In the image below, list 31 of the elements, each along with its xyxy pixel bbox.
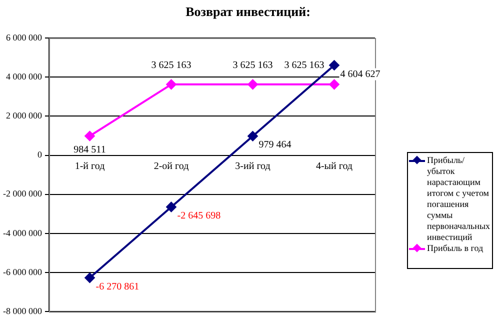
y-tick-label: 4 000 000	[6, 71, 42, 82]
point	[248, 131, 258, 142]
x-tick-label: 1-й год	[74, 160, 105, 172]
data-label: 3 625 163	[284, 60, 324, 72]
point	[248, 79, 258, 90]
legend-label: Прибыль в год	[427, 243, 484, 254]
x-tick-label: 2-ой год	[154, 160, 189, 172]
point	[166, 202, 176, 212]
legend-label: Прибыль/убыток нарастающим итогом с учетом погашения суммы первоначальных инвестиций	[427, 155, 491, 243]
data-label: 3 625 163	[232, 60, 273, 72]
y-tick-label: -2 000 000	[2, 188, 42, 199]
x-tick-label: 3-ий год	[235, 160, 270, 172]
data-label: 3 625 163	[151, 60, 192, 72]
y-tick-label: -4 000 000	[2, 228, 42, 238]
data-label: -2 645 698	[177, 210, 221, 222]
data-label: -6 270 861	[96, 281, 140, 292]
point	[329, 79, 340, 90]
x-tick-label: 4-ый год	[316, 160, 353, 172]
chart-title: Возврат инвестиций:	[184, 4, 312, 20]
y-tick-label: 2 000 000	[6, 110, 42, 121]
y-tick-label: 0	[37, 150, 42, 160]
point	[329, 60, 340, 70]
y-tick-label: -8 000 000	[2, 306, 42, 316]
y-tick-label: -6 000 000	[2, 266, 42, 277]
data-label: 4 604 627	[340, 68, 380, 80]
data-label: 984 511	[74, 144, 106, 156]
data-label: 979 464	[258, 140, 292, 151]
point	[166, 79, 176, 90]
y-tick-label: 6 000 000	[6, 32, 42, 42]
point	[84, 272, 95, 283]
point	[84, 131, 95, 142]
